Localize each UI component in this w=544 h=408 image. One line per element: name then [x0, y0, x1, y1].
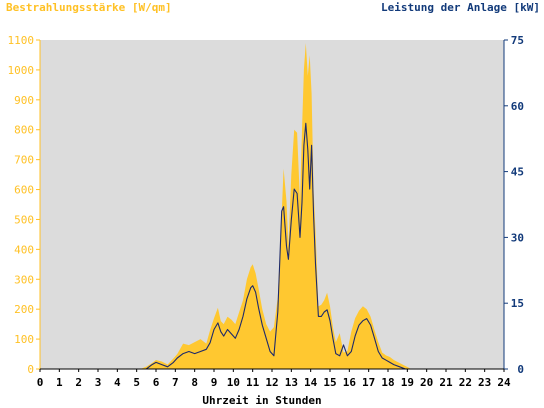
- power-series-group: [40, 122, 504, 370]
- x-tick-label: 8: [191, 376, 198, 389]
- left-tick-label: 300: [14, 273, 34, 286]
- left-axis-title: Bestrahlungsstärke [W/qm]: [6, 1, 172, 14]
- x-tick-label: 2: [75, 376, 82, 389]
- x-tick-label: 9: [211, 376, 218, 389]
- right-tick-label: 60: [511, 100, 524, 113]
- x-tick-label: 21: [439, 376, 453, 389]
- right-tick-label: 15: [511, 297, 524, 310]
- x-tick-label: 17: [362, 376, 375, 389]
- left-tick-label: 700: [14, 154, 34, 167]
- x-tick-label: 11: [246, 376, 260, 389]
- x-tick-label: 19: [401, 376, 414, 389]
- right-tick-label: 75: [511, 34, 524, 47]
- x-tick-label: 23: [478, 376, 491, 389]
- x-tick-label: 10: [227, 376, 240, 389]
- right-tick-label: 0: [517, 363, 524, 376]
- x-tick-label: 1: [56, 376, 63, 389]
- left-tick-label: 100: [14, 333, 34, 346]
- left-tick-label: 1100: [8, 34, 35, 47]
- x-tick-label: 0: [37, 376, 44, 389]
- right-tick-label: 45: [511, 166, 524, 179]
- x-tick-label: 24: [497, 376, 511, 389]
- plot-area: [40, 40, 504, 369]
- x-tick-label: 3: [95, 376, 102, 389]
- left-tick-label: 600: [14, 184, 34, 197]
- x-tick-label: 12: [265, 376, 278, 389]
- x-tick-label: 18: [381, 376, 394, 389]
- x-tick-label: 4: [114, 376, 121, 389]
- x-tick-label: 20: [420, 376, 433, 389]
- power-line: [40, 122, 504, 370]
- left-tick-label: 200: [14, 303, 34, 316]
- x-tick-label: 16: [343, 376, 357, 389]
- left-tick-label: 900: [14, 94, 34, 107]
- left-tick-label: 400: [14, 243, 34, 256]
- ticks-group: 0100200300400500600700800900100011000153…: [8, 34, 525, 389]
- x-tick-label: 6: [153, 376, 160, 389]
- left-tick-label: 500: [14, 213, 34, 226]
- x-tick-label: 14: [304, 376, 318, 389]
- x-tick-label: 13: [285, 376, 298, 389]
- x-tick-label: 15: [323, 376, 336, 389]
- x-tick-label: 22: [459, 376, 472, 389]
- x-tick-label: 5: [133, 376, 140, 389]
- x-tick-label: 7: [172, 376, 179, 389]
- right-tick-label: 30: [511, 231, 524, 244]
- x-axis-label: Uhrzeit in Stunden: [202, 394, 321, 407]
- left-tick-label: 1000: [8, 64, 35, 77]
- left-tick-label: 800: [14, 124, 34, 137]
- left-tick-label: 0: [27, 363, 34, 376]
- right-axis-title: Leistung der Anlage [kW]: [381, 1, 540, 14]
